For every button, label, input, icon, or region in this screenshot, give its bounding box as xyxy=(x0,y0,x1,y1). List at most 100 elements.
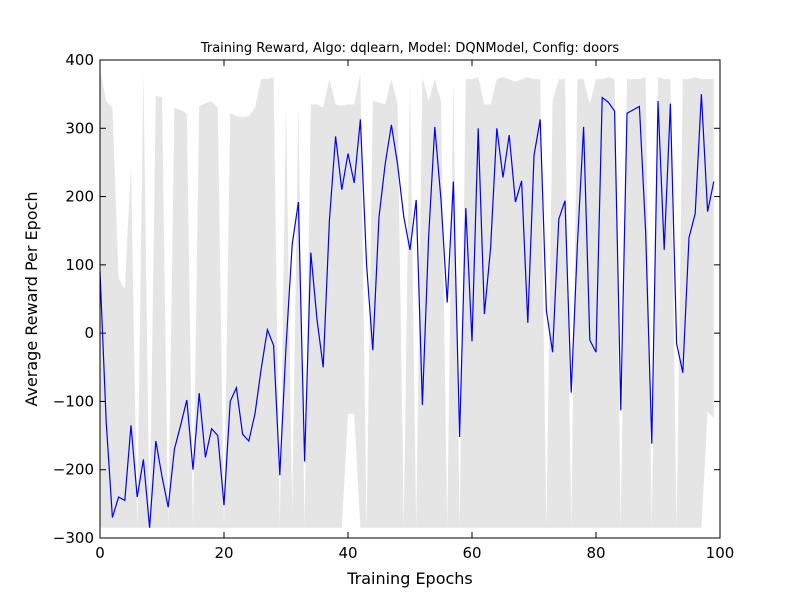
mean-reward-line xyxy=(99,94,715,528)
data-point xyxy=(588,338,591,341)
data-point xyxy=(260,367,263,370)
data-point xyxy=(204,456,207,459)
y-tick-label: 300 xyxy=(65,119,94,137)
data-point xyxy=(173,448,176,451)
data-point xyxy=(347,152,350,155)
data-point xyxy=(148,526,151,529)
data-point xyxy=(278,474,281,477)
data-point xyxy=(570,391,573,394)
data-point xyxy=(688,236,691,239)
data-point xyxy=(694,212,697,215)
data-point xyxy=(309,251,312,254)
data-point xyxy=(613,110,616,113)
x-tick-label: 60 xyxy=(462,544,481,562)
data-point xyxy=(632,108,635,111)
data-point xyxy=(340,188,343,191)
y-tick-label: 400 xyxy=(65,51,94,69)
data-point xyxy=(533,154,536,157)
reward-range-band xyxy=(100,70,714,528)
data-point xyxy=(483,313,486,316)
data-point xyxy=(675,342,678,345)
data-point xyxy=(291,243,294,246)
data-point xyxy=(328,219,331,222)
data-point xyxy=(198,392,201,395)
x-axis: 0 20 40 60 80 100 xyxy=(95,60,734,562)
data-point xyxy=(489,246,492,249)
data-point xyxy=(526,321,529,324)
x-tick-label: 80 xyxy=(586,544,605,562)
data-point xyxy=(471,340,474,343)
data-point xyxy=(384,162,387,165)
data-point xyxy=(477,127,480,130)
data-point xyxy=(433,125,436,128)
data-point xyxy=(421,403,424,406)
data-point xyxy=(402,216,405,219)
data-point xyxy=(564,199,567,202)
data-point xyxy=(185,399,188,402)
data-point xyxy=(440,198,443,201)
data-point xyxy=(154,440,157,443)
x-tick-label: 20 xyxy=(214,544,233,562)
x-axis-label: Training Epochs xyxy=(346,569,473,588)
data-point xyxy=(557,218,560,221)
data-point xyxy=(700,93,703,96)
data-point xyxy=(427,236,430,239)
data-point xyxy=(117,496,120,499)
y-tick-label: −200 xyxy=(53,461,94,479)
plot-frame xyxy=(99,59,721,539)
data-point xyxy=(365,263,368,266)
data-point xyxy=(254,412,257,415)
y-axis-label: Average Reward Per Epoch xyxy=(22,191,41,406)
data-point xyxy=(241,433,244,436)
data-point xyxy=(378,216,381,219)
data-point xyxy=(663,248,666,251)
data-point xyxy=(216,434,219,437)
data-point xyxy=(576,243,579,246)
data-point xyxy=(316,318,319,321)
data-point xyxy=(657,99,660,102)
data-point xyxy=(192,468,195,471)
data-point xyxy=(619,409,622,412)
y-tick-label: 100 xyxy=(65,256,94,274)
y-tick-label: −300 xyxy=(53,529,94,547)
data-point xyxy=(458,435,461,438)
data-point xyxy=(551,351,554,354)
data-point xyxy=(508,134,511,137)
data-point xyxy=(545,309,548,312)
data-point xyxy=(371,349,374,352)
chart-title: Training Reward, Algo: dqlearn, Model: D… xyxy=(200,41,620,56)
y-axis: −300 −200 −100 0 100 200 300 400 xyxy=(53,51,720,547)
data-point xyxy=(210,427,213,430)
data-point xyxy=(712,180,715,183)
data-point xyxy=(415,198,418,201)
data-point xyxy=(607,101,610,104)
data-point xyxy=(229,400,232,403)
data-point xyxy=(464,207,467,210)
data-point xyxy=(650,442,653,445)
data-point xyxy=(130,424,133,427)
data-point xyxy=(161,475,164,478)
plot-area xyxy=(99,70,715,529)
y-tick-label: 200 xyxy=(65,188,94,206)
data-point xyxy=(111,516,114,519)
data-point xyxy=(669,102,672,105)
data-point xyxy=(446,301,449,304)
data-point xyxy=(396,163,399,166)
data-point xyxy=(495,127,498,130)
data-point xyxy=(179,424,182,427)
data-point xyxy=(142,458,145,461)
data-point xyxy=(266,328,269,331)
data-point xyxy=(601,96,604,99)
data-point xyxy=(626,112,629,115)
data-point xyxy=(235,386,238,389)
y-tick-label: −100 xyxy=(53,392,94,410)
y-tick-label: 0 xyxy=(84,324,94,342)
data-point xyxy=(353,181,356,184)
data-point xyxy=(167,506,170,509)
data-point xyxy=(520,179,523,182)
data-point xyxy=(409,248,412,251)
data-point xyxy=(297,201,300,204)
data-point xyxy=(247,440,250,443)
x-tick-label: 40 xyxy=(338,544,357,562)
